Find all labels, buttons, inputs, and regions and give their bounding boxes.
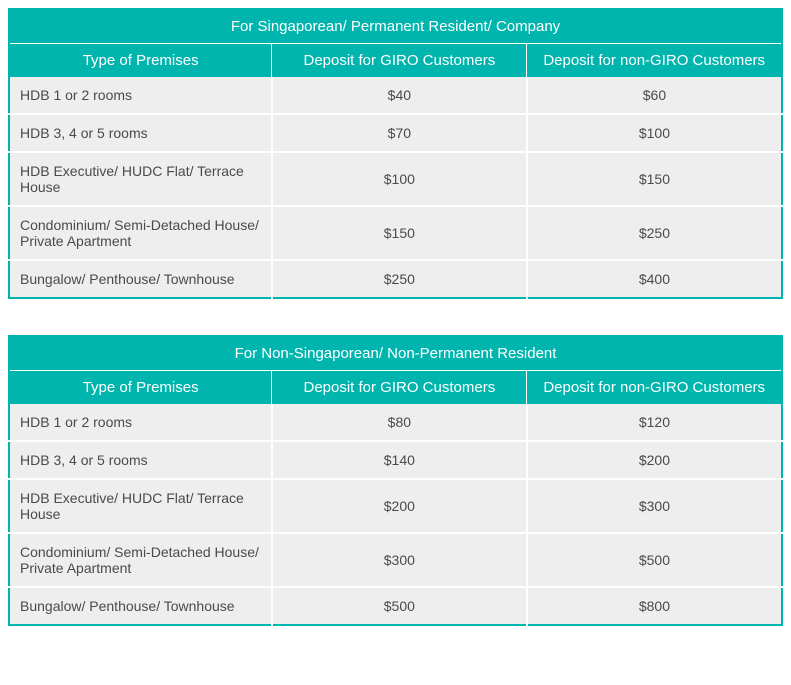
table-title: For Singaporean/ Permanent Resident/ Com… xyxy=(9,9,782,44)
table-row: Bungalow/ Penthouse/ Townhouse $500 $800 xyxy=(9,587,782,625)
cell-giro: $300 xyxy=(272,533,527,587)
cell-nongiro: $250 xyxy=(527,206,782,260)
cell-nongiro: $60 xyxy=(527,77,782,114)
cell-nongiro: $800 xyxy=(527,587,782,625)
cell-premise: Bungalow/ Penthouse/ Townhouse xyxy=(9,587,272,625)
cell-premise: Condominium/ Semi-Detached House/ Privat… xyxy=(9,206,272,260)
table-row: HDB 1 or 2 rooms $80 $120 xyxy=(9,404,782,441)
deposit-tables-container: For Singaporean/ Permanent Resident/ Com… xyxy=(8,8,783,626)
cell-premise: HDB Executive/ HUDC Flat/ Terrace House xyxy=(9,479,272,533)
cell-premise: HDB 1 or 2 rooms xyxy=(9,77,272,114)
cell-giro: $80 xyxy=(272,404,527,441)
cell-giro: $250 xyxy=(272,260,527,298)
col-header-nongiro: Deposit for non-GIRO Customers xyxy=(527,44,782,78)
table-row: Condominium/ Semi-Detached House/ Privat… xyxy=(9,206,782,260)
cell-nongiro: $300 xyxy=(527,479,782,533)
col-header-giro: Deposit for GIRO Customers xyxy=(272,44,527,78)
cell-giro: $500 xyxy=(272,587,527,625)
col-header-premises: Type of Premises xyxy=(9,371,272,405)
spacer xyxy=(8,299,783,335)
cell-nongiro: $150 xyxy=(527,152,782,206)
col-header-giro: Deposit for GIRO Customers xyxy=(272,371,527,405)
cell-premise: HDB 1 or 2 rooms xyxy=(9,404,272,441)
cell-giro: $70 xyxy=(272,114,527,152)
cell-premise: HDB Executive/ HUDC Flat/ Terrace House xyxy=(9,152,272,206)
cell-nongiro: $100 xyxy=(527,114,782,152)
cell-giro: $140 xyxy=(272,441,527,479)
col-header-premises: Type of Premises xyxy=(9,44,272,78)
deposit-table-nonsingaporean: For Non-Singaporean/ Non-Permanent Resid… xyxy=(8,335,783,626)
cell-premise: Bungalow/ Penthouse/ Townhouse xyxy=(9,260,272,298)
cell-giro: $200 xyxy=(272,479,527,533)
table-row: HDB 1 or 2 rooms $40 $60 xyxy=(9,77,782,114)
table-row: HDB Executive/ HUDC Flat/ Terrace House … xyxy=(9,479,782,533)
cell-nongiro: $500 xyxy=(527,533,782,587)
cell-premise: HDB 3, 4 or 5 rooms xyxy=(9,114,272,152)
table-row: HDB Executive/ HUDC Flat/ Terrace House … xyxy=(9,152,782,206)
cell-nongiro: $120 xyxy=(527,404,782,441)
table-row: HDB 3, 4 or 5 rooms $140 $200 xyxy=(9,441,782,479)
col-header-nongiro: Deposit for non-GIRO Customers xyxy=(527,371,782,405)
cell-giro: $150 xyxy=(272,206,527,260)
table-row: Condominium/ Semi-Detached House/ Privat… xyxy=(9,533,782,587)
cell-giro: $100 xyxy=(272,152,527,206)
deposit-table-singaporean: For Singaporean/ Permanent Resident/ Com… xyxy=(8,8,783,299)
cell-nongiro: $200 xyxy=(527,441,782,479)
cell-giro: $40 xyxy=(272,77,527,114)
table-title: For Non-Singaporean/ Non-Permanent Resid… xyxy=(9,336,782,371)
cell-premise: HDB 3, 4 or 5 rooms xyxy=(9,441,272,479)
table-row: Bungalow/ Penthouse/ Townhouse $250 $400 xyxy=(9,260,782,298)
cell-premise: Condominium/ Semi-Detached House/ Privat… xyxy=(9,533,272,587)
table-row: HDB 3, 4 or 5 rooms $70 $100 xyxy=(9,114,782,152)
cell-nongiro: $400 xyxy=(527,260,782,298)
